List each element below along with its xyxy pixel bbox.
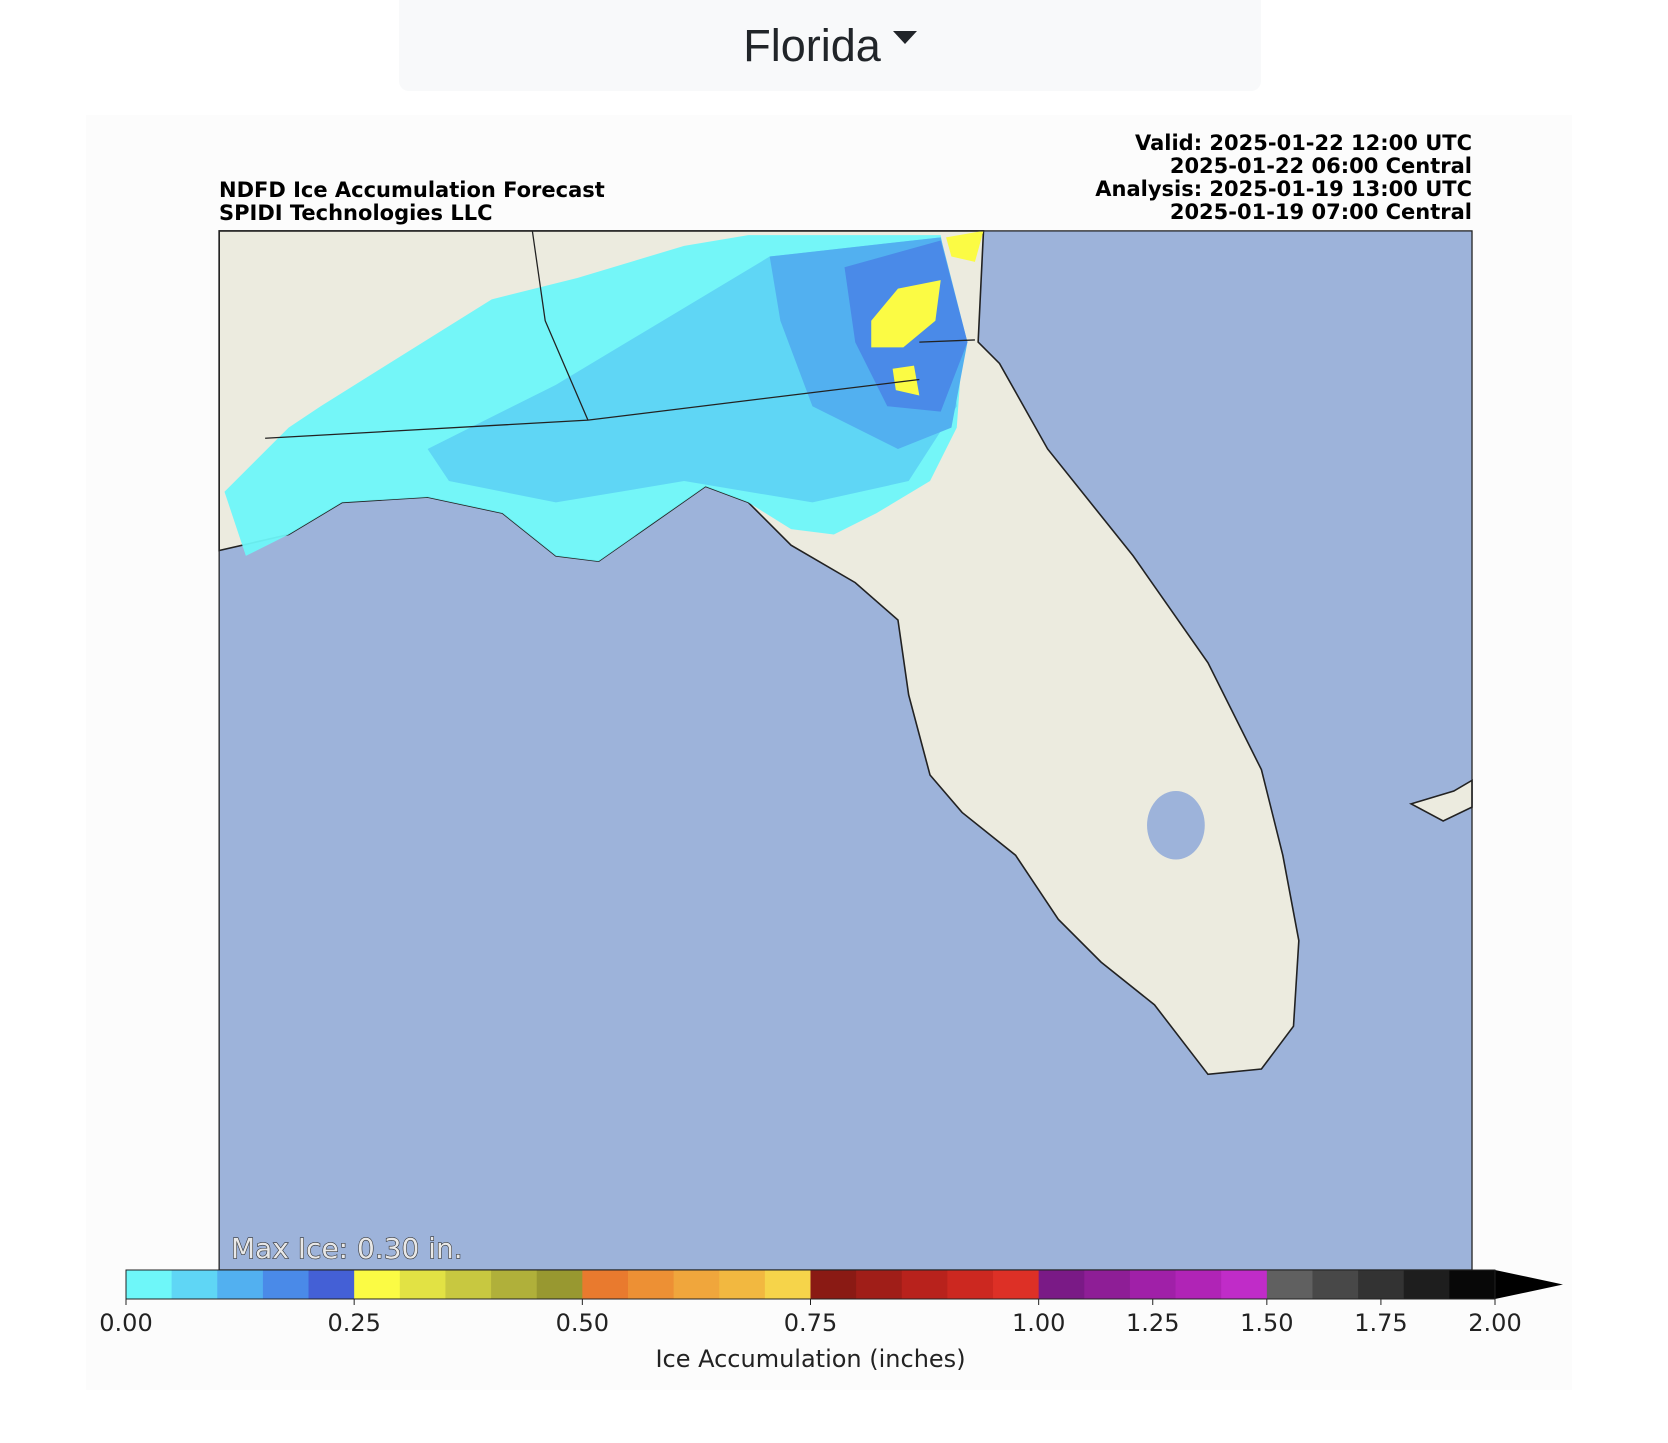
colorbar-segment bbox=[1449, 1270, 1496, 1299]
header-right-line: 2025-01-19 07:00 Central bbox=[1170, 200, 1472, 224]
colorbar-tick-label: 1.00 bbox=[1012, 1309, 1065, 1337]
colorbar-tick-label: 0.75 bbox=[784, 1309, 837, 1337]
colorbar-tick-label: 0.25 bbox=[327, 1309, 380, 1337]
colorbar-extend bbox=[1495, 1270, 1563, 1299]
colorbar-segment bbox=[262, 1270, 310, 1299]
colorbar-tick-label: 1.25 bbox=[1126, 1309, 1179, 1337]
lake bbox=[1147, 791, 1205, 860]
colorbar-segment bbox=[126, 1270, 173, 1299]
colorbar-segment bbox=[1084, 1270, 1131, 1299]
region-dropdown[interactable]: Florida bbox=[399, 0, 1261, 91]
colorbar: 0.00 0.25 0.50 0.75 1.00 1.25 1.50 1.75 2.00 Ice … bbox=[99, 1269, 1563, 1373]
header-right-line: Analysis: 2025-01-19 13:00 UTC bbox=[1095, 177, 1472, 201]
caret bbox=[892, 31, 917, 44]
colorbar-segment bbox=[901, 1270, 948, 1299]
map-annotation: Max Ice: 0.30 in. bbox=[231, 1232, 463, 1265]
colorbar-segment bbox=[947, 1270, 994, 1299]
colorbar-segment bbox=[354, 1270, 401, 1299]
colorbar-label: Ice Accumulation (inches) bbox=[655, 1345, 965, 1373]
colorbar-segment bbox=[1266, 1270, 1313, 1299]
colorbar-segment bbox=[399, 1270, 446, 1299]
colorbar-segment bbox=[856, 1270, 903, 1299]
colorbar-segment bbox=[1038, 1270, 1085, 1299]
colorbar-segment bbox=[673, 1270, 720, 1299]
colorbar-tick-label: 1.75 bbox=[1354, 1309, 1407, 1337]
colorbar-segment bbox=[1312, 1270, 1359, 1299]
colorbar-segment bbox=[993, 1270, 1040, 1299]
colorbar-segment bbox=[810, 1270, 857, 1299]
colorbar-segment bbox=[171, 1270, 218, 1299]
state-line bbox=[265, 230, 975, 439]
colorbar-segment bbox=[491, 1270, 538, 1299]
colorbar-tick-label: 0.00 bbox=[99, 1309, 152, 1337]
colorbar-segment bbox=[445, 1270, 492, 1299]
map bbox=[218, 230, 1473, 1271]
colorbar-segment bbox=[1221, 1270, 1268, 1299]
colorbar-segment bbox=[719, 1270, 766, 1299]
colorbar-segment bbox=[764, 1270, 811, 1299]
header-left-line: NDFD Ice Accumulation Forecast bbox=[219, 178, 605, 202]
colorbar-segment bbox=[1129, 1270, 1177, 1299]
colorbar-segment bbox=[582, 1270, 629, 1299]
colorbar-segment bbox=[1403, 1270, 1450, 1299]
colorbar-segment bbox=[1358, 1270, 1405, 1299]
header-right-line: 2025-01-22 06:00 Central bbox=[1170, 154, 1472, 178]
colorbar-segment bbox=[627, 1270, 675, 1299]
colorbar-tick-label: 0.50 bbox=[556, 1309, 609, 1337]
colorbar-tick-label: 2.00 bbox=[1468, 1309, 1521, 1337]
dropdown-label: Florida bbox=[743, 19, 881, 71]
ice-yellow bbox=[871, 230, 984, 396]
colorbar-segment bbox=[536, 1270, 583, 1299]
header-right-line: Valid: 2025-01-22 12:00 UTC bbox=[1135, 131, 1472, 155]
colorbar-segment bbox=[217, 1270, 264, 1299]
colorbar-segment bbox=[1175, 1270, 1222, 1299]
colorbar-tick-label: 1.50 bbox=[1240, 1309, 1293, 1337]
header-left-line: SPIDI Technologies LLC bbox=[219, 201, 493, 225]
colorbar-segment bbox=[308, 1270, 355, 1299]
